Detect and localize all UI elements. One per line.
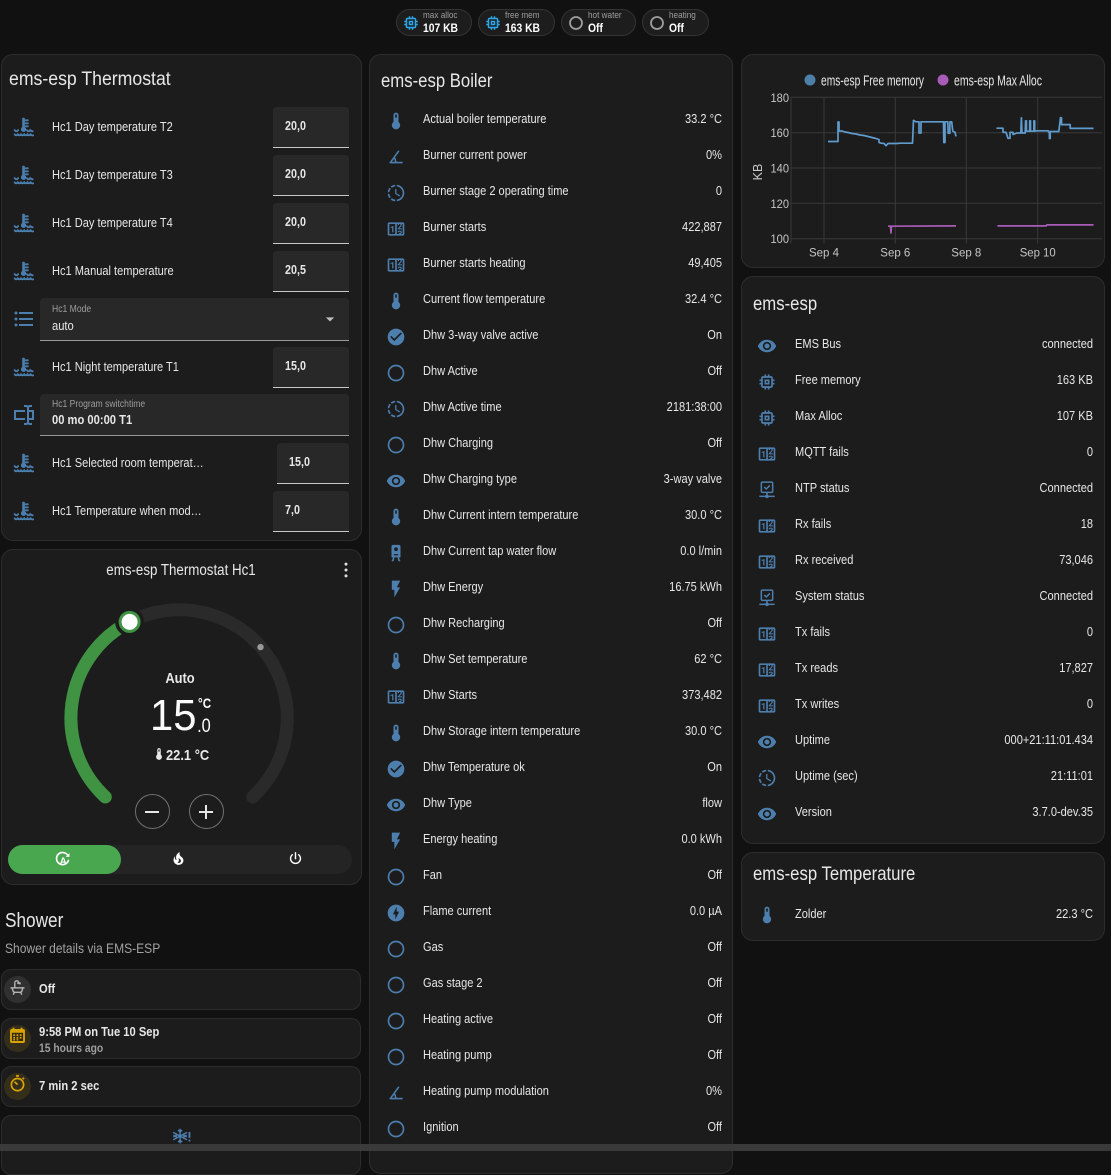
svg-text:ems-esp Free memory: ems-esp Free memory xyxy=(821,74,925,90)
svg-text:Sep 8: Sep 8 xyxy=(951,246,981,260)
svg-text:180: 180 xyxy=(771,91,790,105)
svg-text:KB: KB xyxy=(751,164,765,181)
svg-text:Sep 4: Sep 4 xyxy=(809,246,839,260)
svg-text:100: 100 xyxy=(771,232,790,246)
svg-text:140: 140 xyxy=(771,162,790,176)
svg-text:A: A xyxy=(59,857,66,868)
svg-text:160: 160 xyxy=(771,126,790,140)
svg-text:Sep 6: Sep 6 xyxy=(880,246,910,260)
svg-text:ems-esp Max Alloc: ems-esp Max Alloc xyxy=(954,74,1042,90)
svg-text:Sep 10: Sep 10 xyxy=(1020,246,1056,260)
svg-text:120: 120 xyxy=(771,197,790,211)
